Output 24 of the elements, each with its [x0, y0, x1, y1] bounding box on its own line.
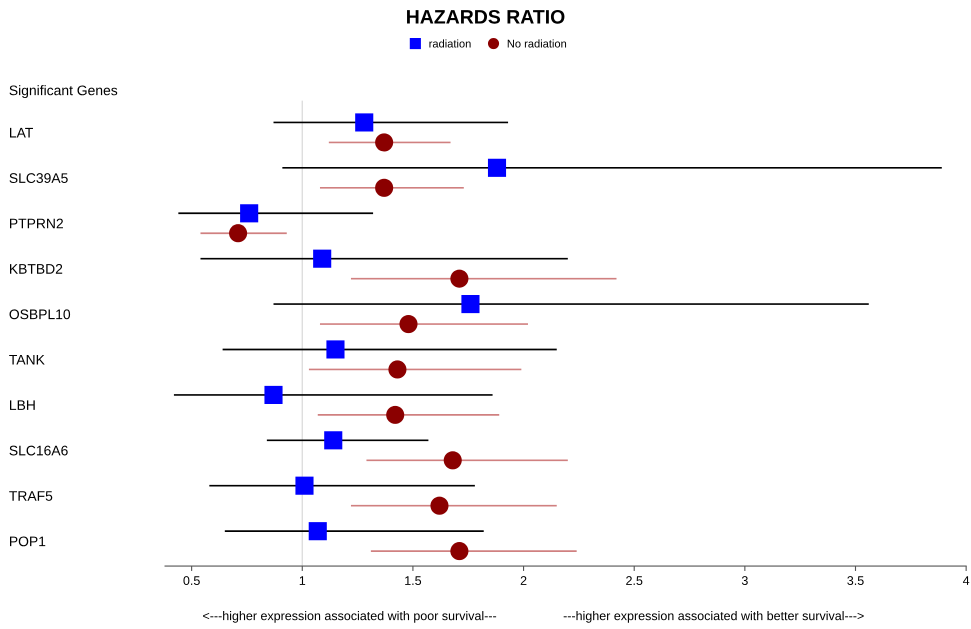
x-tick-label: 3.5 — [847, 576, 864, 586]
x-tick-label: 2.5 — [626, 576, 642, 586]
x-tick-label: 1.5 — [405, 576, 422, 586]
text: <---higher expression associated with poor survival--- — [203, 611, 496, 623]
text: ---higher expression associated with better survival---> — [564, 611, 864, 623]
x-tick-label: 2 — [520, 576, 526, 585]
legend-label: No radiation — [508, 39, 566, 48]
y-tick-label: TANK — [9, 354, 45, 365]
x-tick-label: 1 — [300, 576, 306, 585]
y-tick-label: KBTBD2 — [10, 264, 62, 274]
x-tick-label: 4 — [962, 576, 970, 585]
y-tick-label: SLC39A5 — [9, 173, 68, 184]
x-tick-label: 0.5 — [183, 576, 200, 586]
y-tick-label: LBH — [10, 400, 35, 410]
y-tick-label: PTPRN2 — [10, 218, 63, 228]
x-tick-label: 3 — [742, 576, 748, 586]
chart-title: HAZARDS RATIO — [407, 10, 564, 24]
legend-label: radiation — [429, 39, 471, 48]
y-tick-label: LAT — [10, 128, 33, 138]
y-axis-title: Significant Genes — [9, 85, 118, 98]
y-tick-label: OSBPL10 — [10, 309, 70, 320]
y-tick-label: SLC16A6 — [9, 446, 68, 456]
y-tick-label: TRAF5 — [9, 491, 52, 501]
y-tick-label: POP1 — [10, 536, 46, 546]
